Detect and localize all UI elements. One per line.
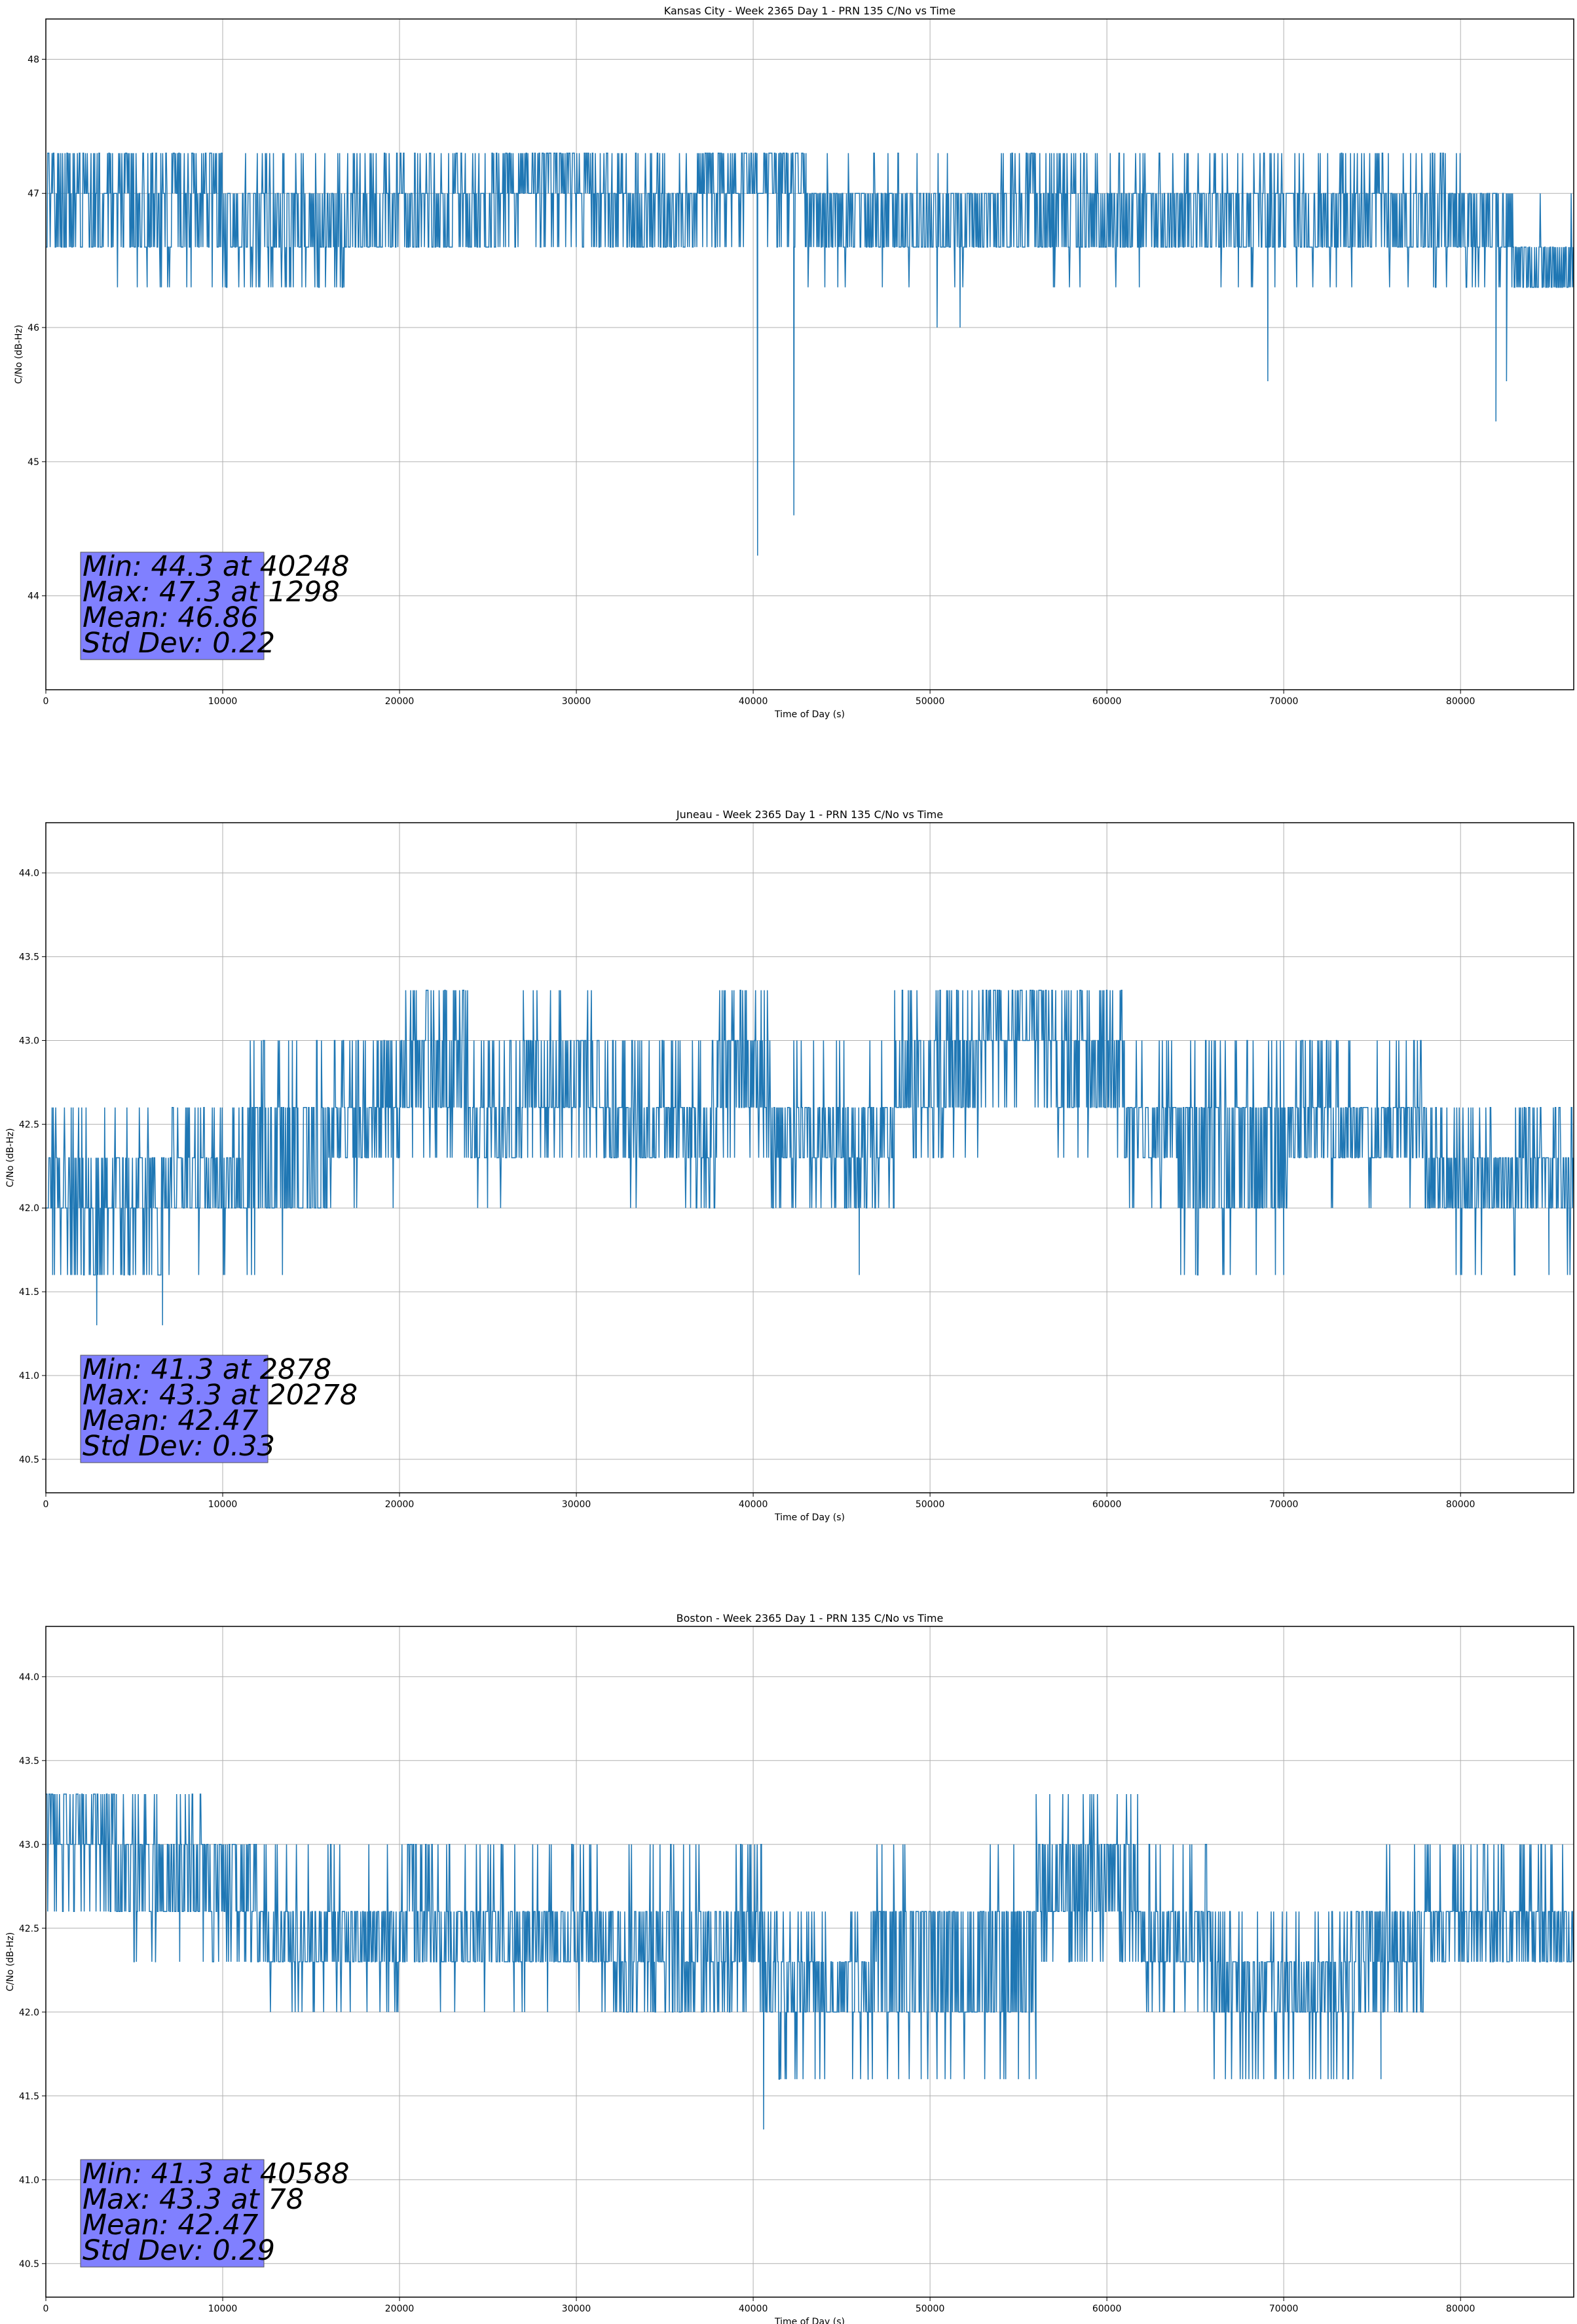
y-tick-label: 42.0 [19, 2008, 39, 2018]
y-tick-label: 41.0 [19, 1371, 39, 1381]
y-tick-label: 41.5 [19, 2091, 39, 2102]
x-tick-label: 30000 [562, 1499, 591, 1510]
cno-series-line [46, 153, 1574, 556]
x-tick-label: 40000 [739, 1499, 768, 1510]
x-axis-label: Time of Day (s) [774, 709, 845, 720]
x-tick-label: 60000 [1092, 696, 1122, 707]
grid-lines [46, 19, 1574, 690]
x-tick-label: 60000 [1092, 1499, 1122, 1510]
x-tick-label: 20000 [385, 1499, 415, 1510]
stat-std-dev: Std Dev: 0.33 [83, 1430, 275, 1463]
x-tick-label: 60000 [1092, 2304, 1122, 2314]
y-axis-label: C/No (dB-Hz) [5, 1932, 16, 1991]
y-tick-label: 43.5 [19, 952, 39, 963]
x-tick-label: 10000 [208, 1499, 238, 1510]
y-tick-label: 42.0 [19, 1203, 39, 1214]
x-tick-label: 50000 [916, 2304, 945, 2314]
x-tick-label: 80000 [1446, 2304, 1475, 2314]
y-tick-label: 40.5 [19, 1455, 39, 1465]
x-axis-label: Time of Day (s) [774, 1512, 845, 1523]
juneau-chart: Juneau - Week 2365 Day 1 - PRN 135 C/No … [5, 808, 1574, 1523]
x-tick-label: 0 [43, 2304, 49, 2314]
x-tick-label: 30000 [562, 696, 591, 707]
y-tick-label: 45 [28, 457, 39, 468]
x-tick-label: 70000 [1269, 696, 1299, 707]
x-tick-label: 50000 [916, 696, 945, 707]
axes-frame [45, 1626, 1574, 2298]
stats-box [80, 2159, 265, 2268]
y-tick-label: 46 [28, 323, 39, 333]
y-tick-label: 44.0 [19, 869, 39, 879]
x-tick-label: 10000 [208, 696, 238, 707]
x-tick-label: 0 [43, 1499, 49, 1510]
stat-mean: Mean: 42.47 [83, 1404, 258, 1437]
x-axis-label: Time of Day (s) [774, 2317, 845, 2324]
y-tick-label: 41.0 [19, 2175, 39, 2186]
y-tick-label: 43.0 [19, 1840, 39, 1850]
x-tick-label: 10000 [208, 2304, 238, 2314]
stat-min: Min: 41.3 at 2878 [83, 1353, 331, 1386]
stats-box [80, 1355, 269, 1463]
stat-min: Min: 41.3 at 40588 [83, 2158, 350, 2190]
x-tick-label: 70000 [1269, 2304, 1299, 2314]
axes-frame [45, 18, 1574, 690]
x-tick-label: 70000 [1269, 1499, 1299, 1510]
x-tick-label: 80000 [1446, 1499, 1475, 1510]
kansas-city-chart: Kansas City - Week 2365 Day 1 - PRN 135 … [14, 5, 1574, 720]
y-tick-label: 47 [28, 189, 39, 199]
stat-std-dev: Std Dev: 0.29 [83, 2234, 275, 2267]
x-tick-label: 40000 [739, 696, 768, 707]
y-tick-label: 43.5 [19, 1756, 39, 1767]
y-tick-label: 44 [28, 591, 39, 602]
y-tick-label: 40.5 [19, 2259, 39, 2270]
axes-frame [45, 822, 1574, 1493]
chart-title: Juneau - Week 2365 Day 1 - PRN 135 C/No … [676, 808, 943, 821]
y-tick-label: 42.5 [19, 1119, 39, 1130]
x-tick-label: 50000 [916, 1499, 945, 1510]
stat-max: Max: 43.3 at 20278 [83, 1379, 358, 1412]
y-axis-label: C/No (dB-Hz) [5, 1128, 16, 1187]
stat-max: Max: 43.3 at 78 [83, 2183, 304, 2216]
stat-mean: Mean: 46.86 [83, 601, 258, 634]
stat-std-dev: Std Dev: 0.22 [83, 627, 275, 660]
boston-chart: Boston - Week 2365 Day 1 - PRN 135 C/No … [5, 1612, 1574, 2324]
chart-title: Kansas City - Week 2365 Day 1 - PRN 135 … [664, 5, 955, 17]
x-tick-label: 0 [43, 696, 49, 707]
grid-lines [46, 823, 1574, 1493]
y-tick-label: 41.5 [19, 1287, 39, 1298]
stats-box [80, 552, 265, 660]
y-tick-label: 42.5 [19, 1924, 39, 1934]
x-tick-label: 30000 [562, 2304, 591, 2314]
x-tick-label: 20000 [385, 2304, 415, 2314]
x-tick-label: 20000 [385, 696, 415, 707]
x-tick-label: 80000 [1446, 696, 1475, 707]
cno-series-line [46, 990, 1574, 1326]
y-axis-label: C/No (dB-Hz) [14, 325, 24, 384]
y-tick-label: 44.0 [19, 1672, 39, 1683]
cno-series-line [46, 1793, 1574, 2130]
y-tick-label: 43.0 [19, 1036, 39, 1046]
y-tick-label: 48 [28, 54, 39, 65]
stat-min: Min: 44.3 at 40248 [83, 550, 350, 583]
chart-title: Boston - Week 2365 Day 1 - PRN 135 C/No … [677, 1612, 944, 1624]
x-tick-label: 40000 [739, 2304, 768, 2314]
stat-mean: Mean: 42.47 [83, 2209, 258, 2241]
stat-max: Max: 47.3 at 1298 [83, 576, 340, 609]
